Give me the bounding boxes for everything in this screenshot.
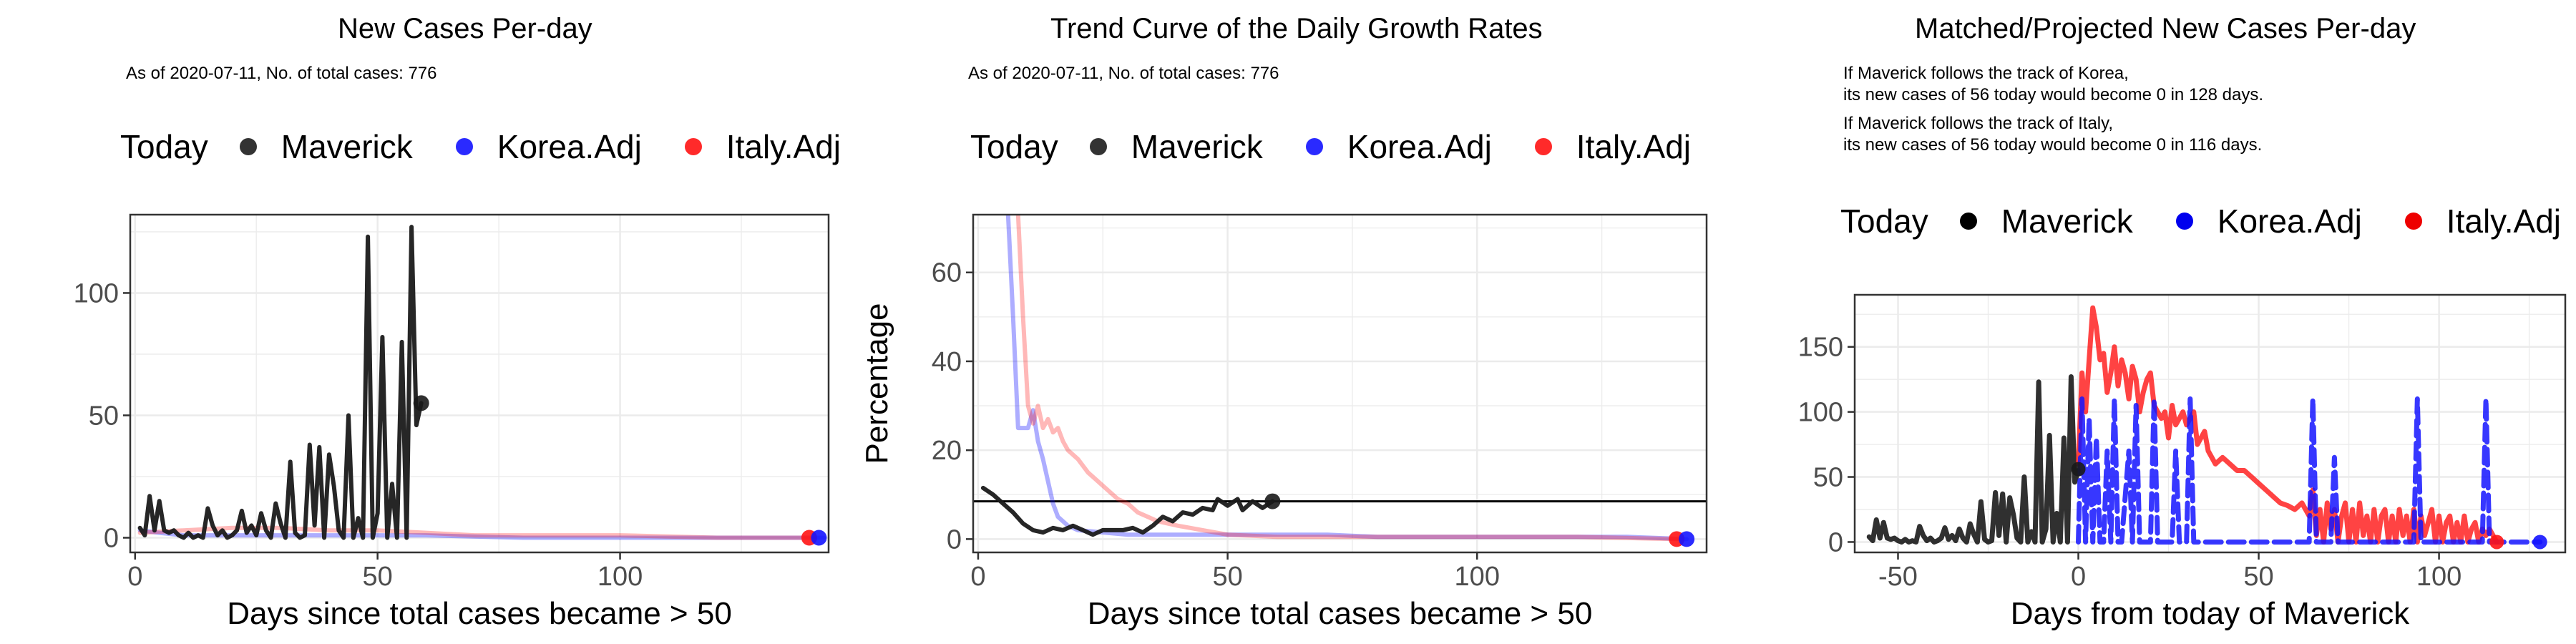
legend-dot-icon	[1305, 138, 1323, 155]
x-tick-label: 0	[2071, 562, 2086, 592]
panel-growth-rates: Trend Curve of the Daily Growth Rates As…	[859, 13, 1708, 631]
legend-dot-icon	[2175, 213, 2193, 230]
legend-dot-icon	[1534, 138, 1552, 155]
today-point-korea-adj	[811, 530, 827, 546]
x-tick-label: 0	[127, 562, 142, 592]
legend-label-italy: Italy.Adj	[726, 128, 841, 165]
today-point-maverick	[2071, 462, 2086, 477]
legend-dot-icon	[2404, 213, 2422, 230]
y-tick-label: 100	[1798, 398, 1843, 428]
series-line-korea-adj	[2076, 396, 2543, 545]
projection-note-3: If Maverick follows the track of Italy,	[1843, 114, 2114, 133]
y-tick-label: 40	[932, 347, 962, 377]
legend-label-italy: Italy.Adj	[1576, 128, 1692, 165]
legend: Today Maverick Korea.Adj Italy.Adj	[120, 127, 884, 166]
x-tick-label: -50	[1878, 562, 1918, 592]
plot-growth-rates: 0 50 100 0 20 40 60 Days since total cases beca…	[859, 213, 1708, 631]
series-line-italy-adj	[1015, 215, 1679, 542]
y-tick-label: 100	[74, 278, 119, 308]
series-line-italy-adj	[137, 525, 816, 540]
legend-label-maverick: Maverick	[2001, 203, 2133, 240]
today-point-korea-adj	[2532, 535, 2547, 550]
today-point-korea-adj	[1679, 531, 1695, 547]
legend-label-korea: Korea.Adj	[2217, 203, 2362, 240]
today-point-maverick	[1264, 493, 1281, 509]
x-tick-label: 50	[1212, 562, 1242, 592]
plot-new-cases: 0 50 100 0 50 100 Days since total cases becam…	[74, 213, 830, 631]
y-tick-label: 0	[947, 525, 962, 555]
y-tick-label: 50	[89, 401, 119, 431]
chart-title: Matched/Projected New Cases Per-day	[1915, 13, 2416, 44]
series-group	[137, 225, 826, 540]
chart-subtitle: As of 2020-07-11, No. of total cases: 77…	[968, 64, 1279, 83]
legend-label-korea: Korea.Adj	[497, 128, 642, 165]
y-tick-label: 0	[1828, 527, 1843, 557]
chart-title: Trend Curve of the Daily Growth Rates	[1050, 13, 1543, 44]
today-point-maverick	[413, 395, 429, 411]
x-tick-label: 0	[970, 562, 985, 592]
x-axis-label: Days since total cases became > 50	[1088, 596, 1593, 631]
y-tick-label: 20	[932, 436, 962, 466]
series-line-maverick	[1866, 374, 2081, 545]
legend: Today Maverick Korea.Adj Italy.Adj	[1840, 202, 2576, 240]
y-tick-label: 150	[1798, 333, 1843, 363]
x-tick-label: 50	[2243, 562, 2273, 592]
x-axis-label: Days from today of Maverick	[2011, 596, 2410, 631]
y-tick-label: 50	[1813, 463, 1843, 493]
legend-dot-icon	[1959, 213, 1977, 230]
series-line-maverick	[137, 225, 424, 540]
plot-border	[1853, 293, 2567, 554]
legend-dot-icon	[1089, 138, 1107, 155]
x-axis-label: Days since total cases became > 50	[227, 596, 732, 631]
legend-title: Today	[970, 128, 1058, 165]
y-tick-label: 0	[104, 523, 119, 553]
legend-label-italy: Italy.Adj	[2446, 203, 2562, 240]
projection-note-1: If Maverick follows the track of Korea,	[1843, 64, 2129, 83]
chart-subtitle: As of 2020-07-11, No. of total cases: 77…	[126, 64, 437, 83]
legend-label-korea: Korea.Adj	[1347, 128, 1492, 165]
plot-border	[972, 213, 1708, 554]
legend-title: Today	[120, 128, 208, 165]
legend: Today Maverick Korea.Adj Italy.Adj	[970, 127, 1734, 166]
y-tick-label: 60	[932, 258, 962, 288]
legend-label-maverick: Maverick	[280, 128, 413, 165]
x-tick-label: 100	[597, 562, 643, 592]
series-line-korea-adj	[137, 528, 826, 540]
series-group	[980, 215, 1689, 542]
projection-note-2: its new cases of 56 today would become 0…	[1843, 85, 2264, 104]
chart-title: New Cases Per-day	[338, 13, 592, 44]
legend-title: Today	[1840, 203, 1928, 240]
series-line-maverick	[980, 485, 1275, 537]
series-group	[1866, 305, 2543, 545]
panel-new-cases: New Cases Per-day As of 2020-07-11, No. …	[0, 0, 859, 644]
plot-border	[129, 213, 830, 554]
today-point-italy-adj	[2489, 535, 2504, 550]
x-tick-label: 100	[2416, 562, 2462, 592]
x-tick-label: 100	[1455, 562, 1500, 592]
y-axis-label: Percentage	[859, 303, 894, 464]
legend-dot-icon	[684, 138, 702, 155]
legend-dot-icon	[239, 138, 257, 155]
projection-note-4: its new cases of 56 today would become 0…	[1843, 135, 2263, 155]
legend-dot-icon	[455, 138, 473, 155]
legend-label-maverick: Maverick	[1131, 128, 1263, 165]
x-tick-label: 50	[363, 562, 393, 592]
